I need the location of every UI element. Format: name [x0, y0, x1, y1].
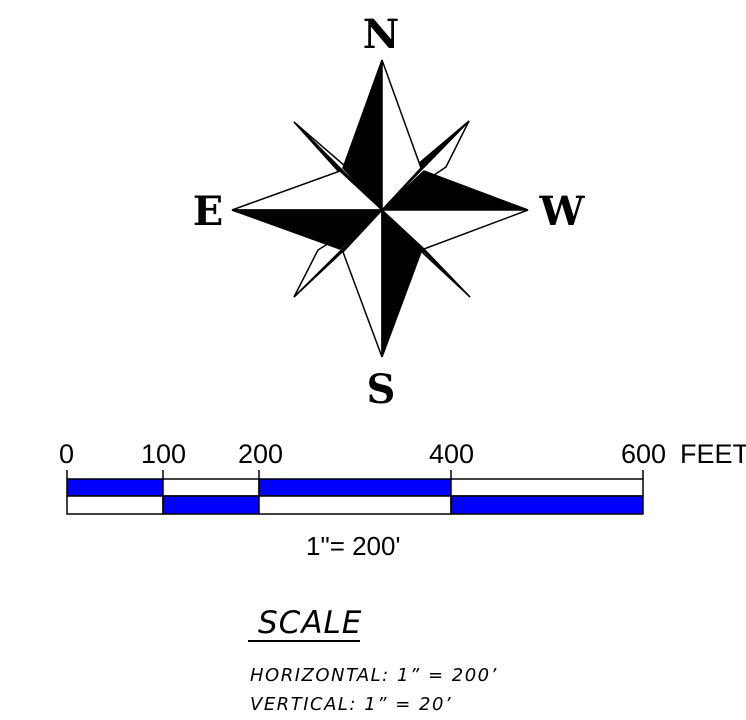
scale-ratio-label: 1"= 200': [306, 533, 400, 559]
scale-horizontal-line: HORIZONTAL: 1” = 200’: [250, 667, 498, 685]
scale-segment-top-200-400: [259, 479, 451, 496]
scale-tick-label-600: 600: [621, 441, 666, 468]
scale-unit-label: FEET: [680, 441, 746, 468]
scale-tick-label-100: 100: [141, 441, 186, 468]
scale-tick-label-0: 0: [59, 441, 74, 468]
scale-segment-top-400-600: [451, 479, 643, 496]
scale-segment-top-0-100: [67, 479, 163, 496]
compass-rose: N S E W: [0, 0, 746, 420]
scale-segment-bottom-200-400: [259, 496, 451, 514]
scale-segment-top-100-200: [163, 479, 259, 496]
scale-tick-label-200: 200: [238, 441, 283, 468]
scale-tick-label-400: 400: [429, 441, 474, 468]
compass-label-north: N: [363, 11, 400, 58]
scale-title-underline: [248, 640, 360, 642]
compass-cardinal-points: [232, 60, 528, 357]
scale-title: SCALE: [258, 608, 362, 639]
compass-label-west: W: [539, 188, 586, 235]
compass-label-east: E: [193, 188, 224, 235]
scale-segment-bottom-100-200: [163, 496, 259, 514]
scale-segment-bottom-400-600: [451, 496, 643, 514]
compass-label-south: S: [367, 366, 396, 413]
scale-segment-bottom-0-100: [67, 496, 163, 514]
scale-vertical-line: VERTICAL: 1” = 20’: [250, 696, 452, 714]
